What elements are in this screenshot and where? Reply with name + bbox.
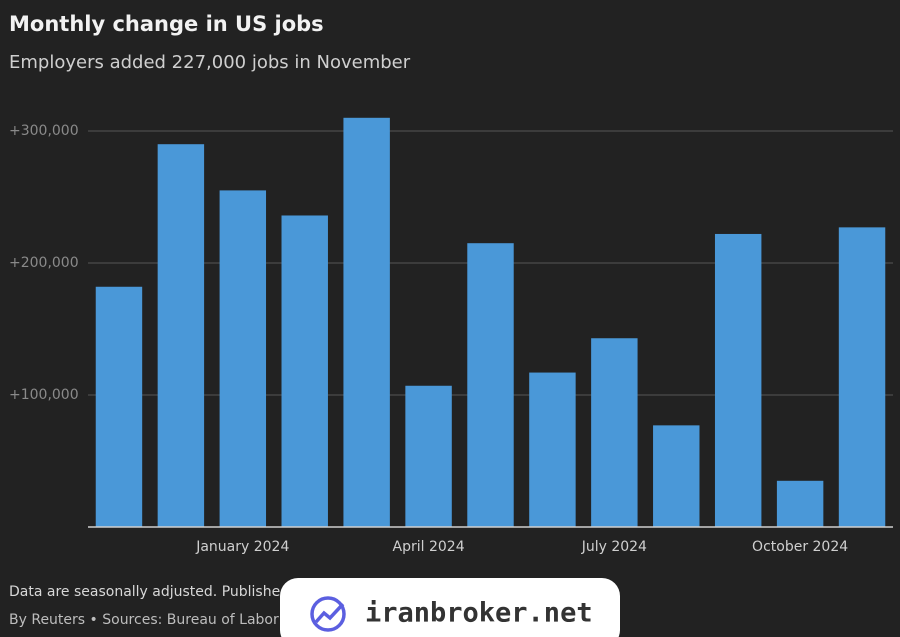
bar [157, 144, 205, 527]
chart-title: Monthly change in US jobs [9, 12, 324, 36]
bar [653, 425, 700, 527]
bar [405, 385, 452, 527]
y-tick-label: +100,000 [9, 387, 79, 403]
y-tick-label: +300,000 [9, 123, 79, 139]
bar [714, 233, 762, 527]
bar [529, 372, 576, 527]
x-tick-label: January 2024 [195, 539, 289, 555]
x-tick-label: October 2024 [752, 539, 848, 555]
watermark: iranbroker.net [365, 598, 593, 629]
bar [281, 215, 328, 528]
bar [591, 338, 638, 527]
y-tick-label: +200,000 [9, 255, 79, 271]
bar [838, 227, 886, 528]
plot: +100,000 +200,000 +300,000 January 2024 Apri… [9, 117, 893, 555]
x-tick-label: April 2024 [393, 539, 465, 555]
note: Data are seasonally adjusted. Publishe [9, 584, 280, 600]
bar [219, 190, 267, 527]
bar [343, 117, 390, 528]
bar [95, 286, 143, 527]
x-tick-label: July 2024 [581, 539, 647, 555]
source: By Reuters • Sources: Bureau of Labor [9, 612, 279, 628]
chart-subtitle: Employers added 227,000 jobs in November [9, 52, 411, 73]
watermark-box [280, 578, 620, 637]
watermark-icon [310, 596, 346, 632]
bar [776, 480, 824, 527]
bar [467, 243, 514, 527]
